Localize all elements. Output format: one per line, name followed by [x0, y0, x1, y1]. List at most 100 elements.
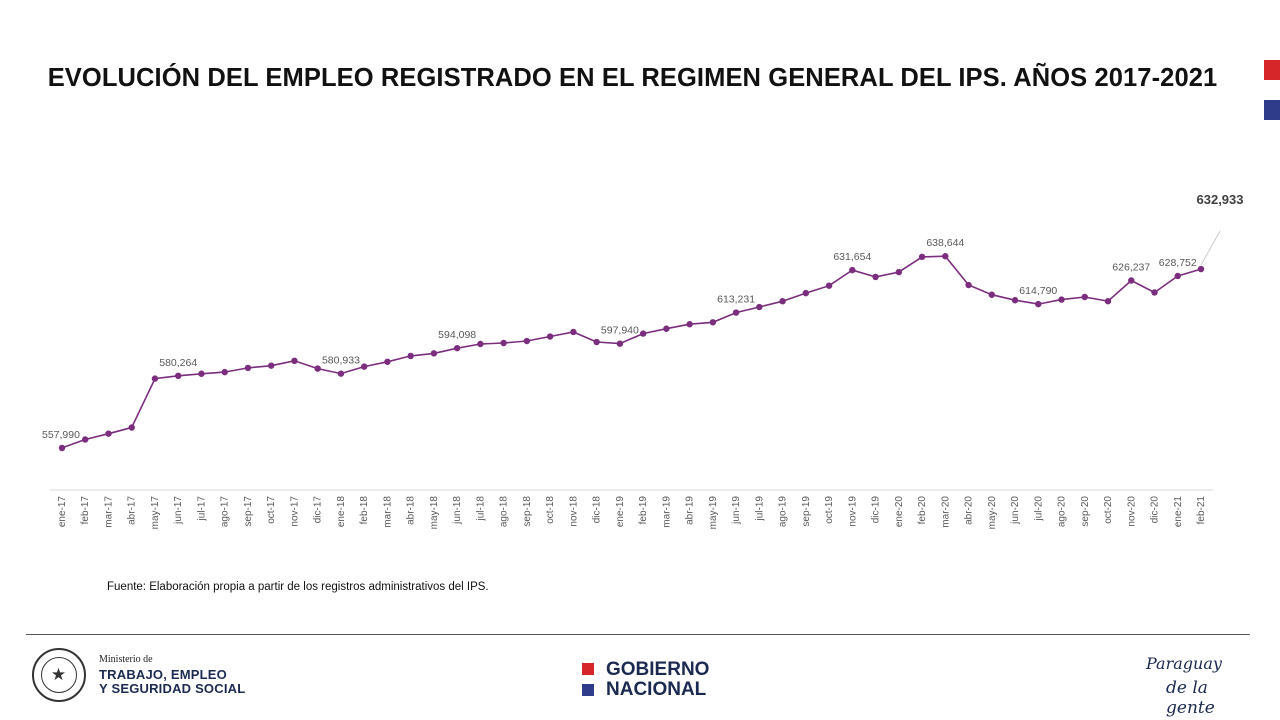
data-label-leader	[1200, 230, 1221, 266]
data-point-jun-17	[175, 372, 182, 380]
x-tick-label-jun-20: jun-20	[1010, 496, 1021, 525]
data-point-may-19	[709, 319, 717, 326]
x-tick-label-nov-17: nov-17	[289, 496, 300, 527]
data-point-ene-20	[895, 268, 903, 276]
data-point-oct-18	[546, 333, 554, 340]
gobierno-line1: GOBIERNO	[606, 659, 710, 680]
data-point-ene-18	[337, 370, 345, 377]
x-tick-label-mar-19: mar-19	[661, 496, 672, 528]
x-tick-label-jun-18: jun-18	[452, 496, 463, 525]
x-tick-label-feb-21: feb-21	[1196, 496, 1207, 525]
data-point-feb-19	[639, 330, 647, 337]
data-point-ago-19	[779, 298, 786, 305]
data-point-abr-20	[965, 281, 972, 289]
data-point-jul-17	[198, 370, 205, 377]
ministry-name-line1: TRABAJO, EMPLEO	[99, 667, 227, 682]
data-label-feb-21: 632,933	[1197, 192, 1244, 207]
footer-divider	[26, 634, 1250, 635]
x-tick-label-dic-18: dic-18	[592, 496, 603, 524]
x-tick-label-ene-21: ene-21	[1173, 496, 1184, 528]
data-point-sep-19	[802, 289, 810, 297]
x-tick-label-ene-17: ene-17	[57, 496, 68, 528]
x-tick-label-ago-20: ago-20	[1057, 496, 1068, 528]
data-point-mar-20	[942, 253, 949, 260]
x-tick-label-abr-18: abr-18	[406, 496, 417, 525]
x-tick-label-may-19: may-19	[708, 496, 719, 530]
flag-red-square	[1264, 60, 1280, 80]
x-tick-label-ago-17: ago-17	[220, 496, 231, 528]
x-tick-label-feb-17: feb-17	[80, 496, 91, 525]
data-point-nov-17	[291, 357, 298, 364]
x-tick-label-may-18: may-18	[429, 496, 440, 530]
x-tick-label-ago-18: ago-18	[499, 496, 510, 528]
red-square-icon	[582, 663, 594, 675]
data-point-jul-20	[1035, 300, 1042, 308]
x-tick-label-jul-18: jul-18	[475, 496, 486, 522]
data-point-nov-18	[570, 328, 577, 336]
data-point-may-17	[151, 375, 159, 382]
ministry-label: Ministerio de	[99, 654, 153, 665]
data-label-ene-19: 597,940	[601, 325, 639, 337]
gobierno-nacional-logo: GOBIERNO NACIONAL	[582, 660, 732, 702]
chart-title: EVOLUCIÓN DEL EMPLEO REGISTRADO EN EL RE…	[47, 64, 1218, 92]
x-tick-label-dic-19: dic-19	[871, 496, 882, 524]
data-point-dic-18	[593, 338, 600, 346]
data-point-feb-21	[1197, 265, 1205, 273]
x-tick-label-nov-18: nov-18	[568, 496, 579, 527]
x-tick-label-feb-19: feb-19	[638, 496, 649, 525]
line-chart: ene-17 feb-17 mar-17 abr-17 may-17 jun-17 jul-…	[42, 192, 1244, 530]
data-label-jun-18: 594,098	[438, 329, 476, 341]
data-point-abr-17	[128, 424, 135, 431]
data-point-ene-21	[1174, 272, 1181, 280]
data-point-jun-20	[1011, 297, 1019, 304]
data-point-may-18	[430, 350, 438, 357]
x-tick-label-jun-17: jun-17	[173, 496, 184, 525]
x-tick-label-jul-19: jul-19	[754, 496, 765, 522]
data-point-dic-17	[314, 365, 321, 372]
x-tick-label-sep-17: sep-17	[243, 496, 254, 527]
data-label-ene-17: 557,990	[42, 429, 80, 441]
x-tick-label-abr-17: abr-17	[127, 496, 138, 525]
data-point-dic-19	[872, 273, 879, 281]
x-tick-label-may-20: may-20	[987, 496, 998, 530]
paraguay-logo-line2: de la gente	[1166, 678, 1215, 718]
data-point-may-20	[988, 291, 995, 298]
gobierno-line2: NACIONAL	[606, 679, 707, 700]
data-label-nov-20: 626,237	[1112, 261, 1150, 273]
data-point-sep-18	[523, 337, 531, 345]
data-point-sep-20	[1081, 293, 1088, 301]
ministry-name-line2: Y SEGURIDAD SOCIAL	[99, 681, 246, 696]
x-tick-label-ene-19: ene-19	[615, 496, 626, 528]
data-point-ene-19	[616, 340, 624, 347]
data-point-mar-18	[384, 358, 391, 365]
data-point-oct-17	[268, 362, 275, 369]
data-point-dic-20	[1151, 289, 1158, 296]
data-point-jun-18	[453, 344, 461, 352]
x-tick-label-jul-20: jul-20	[1033, 496, 1044, 522]
x-tick-label-mar-20: mar-20	[940, 496, 951, 528]
national-seal-icon: ★	[32, 648, 86, 702]
x-tick-label-oct-19: oct-19	[824, 496, 835, 524]
x-tick-label-dic-17: dic-17	[313, 496, 324, 524]
data-point-ago-18	[500, 339, 507, 347]
data-point-abr-19	[686, 321, 693, 328]
data-point-oct-19	[825, 282, 833, 289]
x-tick-label-abr-20: abr-20	[964, 496, 975, 525]
data-point-oct-20	[1104, 298, 1112, 305]
data-point-ene-17	[58, 444, 66, 452]
x-tick-label-oct-20: oct-20	[1103, 496, 1114, 524]
x-tick-label-sep-18: sep-18	[522, 496, 533, 527]
x-tick-label-abr-19: abr-19	[685, 496, 696, 525]
data-point-ago-20	[1058, 296, 1065, 303]
data-point-feb-18	[360, 363, 368, 370]
data-point-mar-19	[663, 325, 670, 332]
x-tick-label-nov-19: nov-19	[847, 496, 858, 527]
x-tick-label-ago-19: ago-19	[778, 496, 789, 528]
data-label-ene-21: 628,752	[1159, 257, 1197, 269]
data-label-jul-20: 614,790	[1019, 285, 1057, 297]
data-point-mar-17	[105, 430, 112, 437]
data-label-mar-20: 638,644	[926, 237, 964, 249]
paraguay-de-la-gente-logo: Paraguay de la gente	[1140, 652, 1255, 718]
x-tick-label-ene-20: ene-20	[894, 496, 905, 528]
x-tick-label-mar-17: mar-17	[103, 496, 114, 528]
